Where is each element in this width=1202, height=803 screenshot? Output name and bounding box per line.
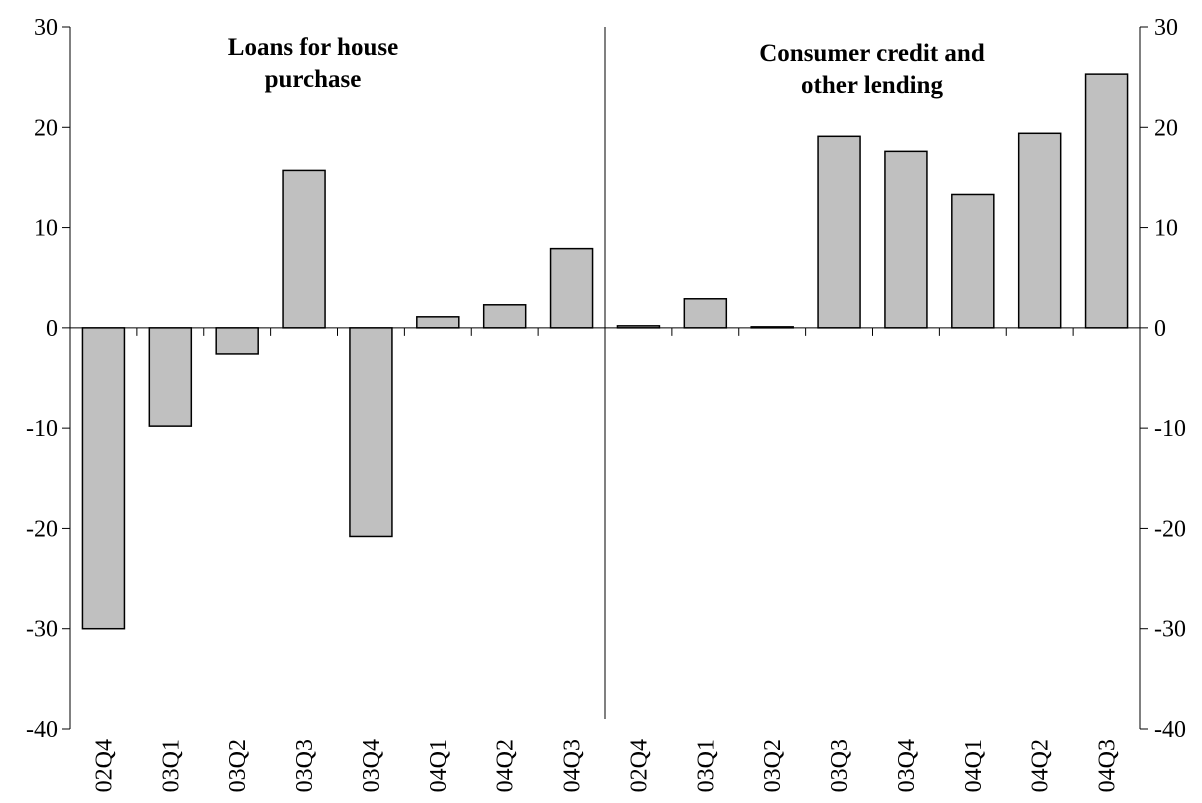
bar: [817, 135, 861, 329]
y2-tick-label: 0: [1154, 316, 1166, 342]
y-tick-label: 20: [34, 115, 58, 141]
bar: [282, 169, 326, 329]
bar: [349, 327, 393, 538]
y-tick-label: -30: [26, 617, 58, 643]
x-tick-label: 04Q2: [493, 739, 519, 792]
y-tick-label: 30: [34, 15, 58, 41]
x-tick-label: 03Q4: [359, 739, 385, 792]
bar: [215, 327, 259, 355]
bar: [951, 193, 995, 329]
x-tick-label: 03Q1: [693, 739, 719, 792]
bar: [148, 327, 193, 427]
x-tick-label: 03Q4: [894, 739, 920, 792]
x-tick-label: 02Q4: [626, 739, 652, 792]
x-tick-label: 03Q2: [225, 739, 251, 792]
bar: [1017, 132, 1062, 329]
y2-tick-label: -10: [1154, 416, 1186, 442]
x-tick-label: 04Q1: [426, 739, 452, 792]
y2-tick-label: 20: [1154, 115, 1178, 141]
bar: [683, 298, 728, 329]
bar: [549, 247, 594, 329]
y-tick-label: 10: [34, 216, 58, 242]
bar: [81, 327, 126, 630]
y-tick-label: -20: [26, 516, 58, 542]
y2-tick-label: 10: [1154, 216, 1178, 242]
y2-tick-label: -40: [1154, 717, 1186, 743]
x-tick-label: 04Q2: [1028, 739, 1054, 792]
panel-title: Consumer credit and other lending: [759, 40, 985, 99]
x-tick-label: 03Q2: [760, 739, 786, 792]
x-tick-label: 04Q3: [560, 739, 586, 792]
y-tick-label: -10: [26, 416, 58, 442]
x-tick-label: 04Q1: [961, 739, 987, 792]
y2-tick-label: -30: [1154, 617, 1186, 643]
x-tick-label: 02Q4: [91, 739, 117, 792]
bar: [482, 304, 527, 329]
panel-title: Loans for house purchase: [227, 34, 399, 93]
x-tick-label: 03Q3: [292, 739, 318, 792]
x-tick-label: 03Q1: [158, 739, 184, 792]
x-tick-label: 04Q3: [1095, 739, 1121, 792]
y-tick-label: -40: [26, 717, 58, 743]
y-tick-label: 0: [46, 316, 58, 342]
bar: [1084, 73, 1129, 329]
x-tick-label: 03Q3: [827, 739, 853, 792]
bar: [416, 316, 460, 329]
y2-tick-label: 30: [1154, 15, 1178, 41]
y2-tick-label: -20: [1154, 516, 1186, 542]
bar: [884, 150, 928, 329]
